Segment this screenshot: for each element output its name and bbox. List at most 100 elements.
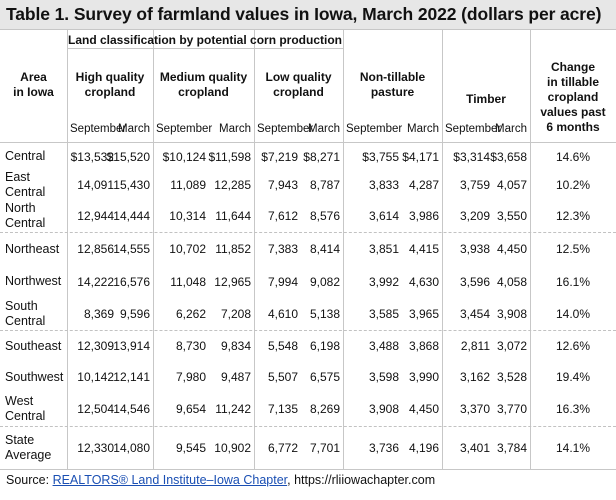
value-cell: 12,330 (77, 441, 114, 455)
area-label: West (5, 394, 34, 408)
change-header: in tillable (546, 75, 599, 89)
value-cell: 2,811 (460, 339, 490, 353)
change-cell: 12.5% (555, 242, 591, 256)
change-header: cropland (547, 90, 599, 104)
sub-label-september: September (70, 123, 127, 135)
column-divider (530, 29, 531, 469)
column-header-0: cropland (84, 85, 136, 99)
row-separator (0, 426, 616, 427)
column-divider (442, 29, 443, 469)
value-cell: 4,058 (496, 275, 527, 289)
value-cell: 13,914 (113, 339, 150, 353)
bottom-rule (0, 469, 616, 470)
value-cell: 3,209 (459, 209, 490, 223)
change-header: 6 months (546, 120, 600, 134)
value-cell: 9,596 (119, 307, 150, 321)
value-cell: 3,401 (459, 441, 490, 455)
value-cell: 10,314 (169, 209, 206, 223)
row-separator (0, 330, 616, 331)
area-label: South (5, 299, 38, 313)
value-cell: $7,219 (261, 150, 298, 164)
value-cell: 8,576 (309, 209, 340, 223)
value-cell: 12,285 (214, 178, 251, 192)
sub-label-september: September (156, 123, 213, 135)
value-cell: 11,242 (215, 402, 251, 416)
title-bar: Table 1. Survey of farmland values in Io… (0, 0, 616, 30)
value-cell: 7,612 (267, 209, 298, 223)
value-cell: 12,944 (77, 209, 114, 223)
value-cell: 9,834 (220, 339, 251, 353)
column-header-3: Non-tillable (359, 70, 426, 84)
value-cell: $8,271 (303, 150, 340, 164)
column-header-4: Timber (466, 92, 506, 106)
value-cell: 3,990 (408, 370, 439, 384)
value-cell: 3,908 (496, 307, 527, 321)
column-header-0: High quality (75, 70, 145, 84)
column-divider (343, 29, 344, 469)
value-cell: $13,532 (70, 150, 114, 164)
change-cell: 12.3% (555, 209, 591, 223)
value-cell: 8,369 (83, 307, 114, 321)
value-cell: 3,851 (368, 242, 399, 256)
header-rule (0, 142, 616, 143)
value-cell: 6,198 (309, 339, 340, 353)
column-divider (153, 29, 154, 469)
change-cell: 14.0% (555, 307, 591, 321)
column-header-1: cropland (178, 85, 229, 99)
value-cell: 4,196 (408, 441, 439, 455)
value-cell: 3,770 (496, 402, 527, 416)
sub-label-march: March (407, 123, 439, 135)
value-cell: 3,908 (368, 402, 399, 416)
value-cell: 11,644 (215, 209, 251, 223)
value-cell: $15,520 (106, 150, 150, 164)
value-cell: 3,550 (496, 209, 527, 223)
value-cell: 7,701 (309, 441, 340, 455)
value-cell: 3,965 (408, 307, 439, 321)
value-cell: 4,415 (408, 242, 439, 256)
area-label: East (5, 170, 31, 184)
area-label: Northeast (5, 242, 60, 256)
value-cell: 11,089 (170, 178, 206, 192)
value-cell: 3,868 (408, 339, 439, 353)
value-cell: 14,091 (77, 178, 114, 192)
sub-label-september: September (257, 123, 314, 135)
value-cell: 9,082 (309, 275, 340, 289)
area-label: Southwest (5, 370, 64, 384)
area-header: Area (20, 70, 47, 84)
value-cell: 12,504 (77, 402, 114, 416)
value-cell: 11,852 (215, 242, 251, 256)
value-cell: 3,162 (459, 370, 490, 384)
value-cell: 4,057 (496, 178, 527, 192)
value-cell: 4,450 (496, 242, 527, 256)
value-cell: 12,309 (77, 339, 114, 353)
value-cell: 3,596 (459, 275, 490, 289)
value-cell: $3,755 (362, 150, 399, 164)
column-header-2: Low quality (265, 70, 332, 84)
value-cell: 3,598 (368, 370, 399, 384)
value-cell: 12,856 (77, 242, 114, 256)
change-header: Change (550, 60, 595, 74)
sub-label-march: March (308, 123, 340, 135)
value-cell: 9,487 (220, 370, 251, 384)
value-cell: 6,262 (175, 307, 206, 321)
change-cell: 10.2% (555, 178, 591, 192)
value-cell: 7,135 (267, 402, 298, 416)
value-cell: $10,124 (162, 150, 206, 164)
change-cell: 16.3% (555, 402, 591, 416)
value-cell: 3,938 (459, 242, 490, 256)
change-cell: 12.6% (555, 339, 591, 353)
value-cell: 12,965 (214, 275, 251, 289)
table-title: Table 1. Survey of farmland values in Io… (6, 4, 602, 24)
value-cell: 4,630 (408, 275, 439, 289)
value-cell: 12,141 (113, 370, 150, 384)
value-cell: 15,430 (113, 178, 150, 192)
value-cell: 9,654 (175, 402, 206, 416)
land-classification-header: Land classification by potential corn pr… (67, 33, 343, 47)
area-label: State (5, 433, 35, 447)
value-cell: 4,287 (408, 178, 439, 192)
source-line: Source: REALTORS® Land Institute–Iowa Ch… (6, 473, 435, 487)
source-link[interactable]: REALTORS® Land Institute–Iowa Chapter (52, 473, 288, 487)
change-cell: 14.6% (555, 150, 591, 164)
value-cell: $4,171 (402, 150, 439, 164)
value-cell: 10,142 (77, 370, 114, 384)
